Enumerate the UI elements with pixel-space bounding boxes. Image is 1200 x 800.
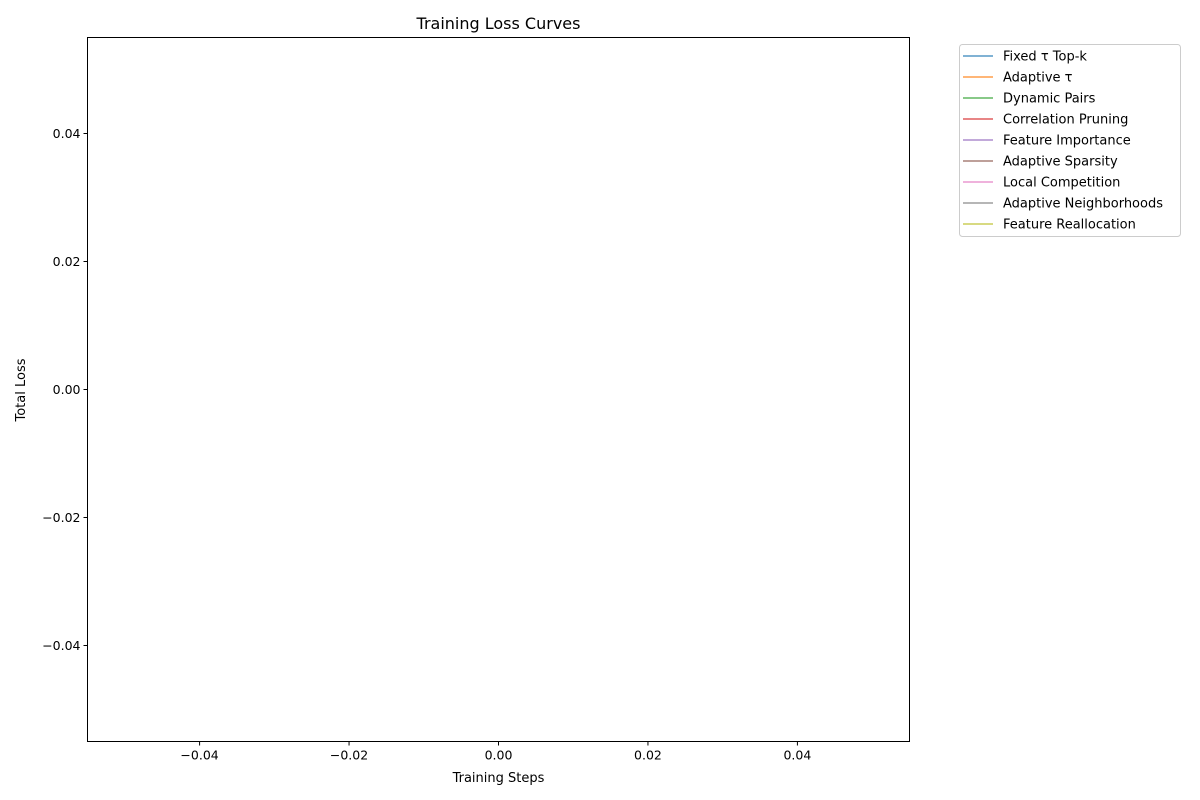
legend-entry: Adaptive Sparsity	[963, 155, 1118, 170]
plot-area-frame	[87, 37, 910, 742]
legend-entries: Fixed τ Top-k Adaptive τ Dynamic Pairs Corr…	[963, 50, 1163, 233]
legend-label: Feature Importance	[1003, 134, 1131, 149]
chart-title: Training Loss Curves	[416, 14, 581, 33]
x-tick-label: 0.04	[783, 748, 811, 763]
legend-frame	[959, 44, 1181, 237]
legend-entry: Local Competition	[963, 176, 1120, 191]
y-tick-label: −0.04	[42, 638, 80, 653]
legend-entry: Adaptive Neighborhoods	[963, 197, 1163, 212]
legend-entry: Dynamic Pairs	[963, 92, 1096, 107]
y-tick-label: 0.02	[53, 254, 81, 269]
legend-label: Fixed τ Top-k	[1003, 50, 1087, 65]
y-axis-title: Total Loss	[14, 358, 29, 422]
x-tick-label: −0.04	[180, 748, 218, 763]
y-tick-label: 0.00	[53, 382, 81, 397]
legend-label: Feature Reallocation	[1003, 218, 1136, 233]
legend-entry: Correlation Pruning	[963, 113, 1128, 128]
legend-entry: Feature Reallocation	[963, 218, 1136, 233]
legend-label: Correlation Pruning	[1003, 113, 1128, 128]
x-tick-label: 0.02	[634, 748, 662, 763]
legend-label: Adaptive Neighborhoods	[1003, 197, 1163, 212]
y-tick-label: −0.02	[42, 510, 80, 525]
legend-entry: Fixed τ Top-k	[963, 50, 1087, 65]
y-tick-label: 0.04	[53, 126, 81, 141]
x-axis-ticks: −0.04 −0.02 0.00 0.02 0.04	[180, 741, 811, 763]
legend-label: Adaptive Sparsity	[1003, 155, 1118, 170]
x-tick-label: −0.02	[330, 748, 368, 763]
legend: Fixed τ Top-k Adaptive τ Dynamic Pairs Corr…	[959, 44, 1181, 237]
x-axis-title: Training Steps	[452, 771, 545, 786]
y-axis-ticks: −0.04 −0.02 0.00 0.02 0.04	[42, 126, 88, 653]
legend-label: Dynamic Pairs	[1003, 92, 1096, 107]
x-tick-label: 0.00	[485, 748, 513, 763]
legend-label: Adaptive τ	[1003, 71, 1073, 86]
legend-entry: Feature Importance	[963, 134, 1131, 149]
legend-label: Local Competition	[1003, 176, 1120, 191]
legend-entry: Adaptive τ	[963, 71, 1073, 86]
